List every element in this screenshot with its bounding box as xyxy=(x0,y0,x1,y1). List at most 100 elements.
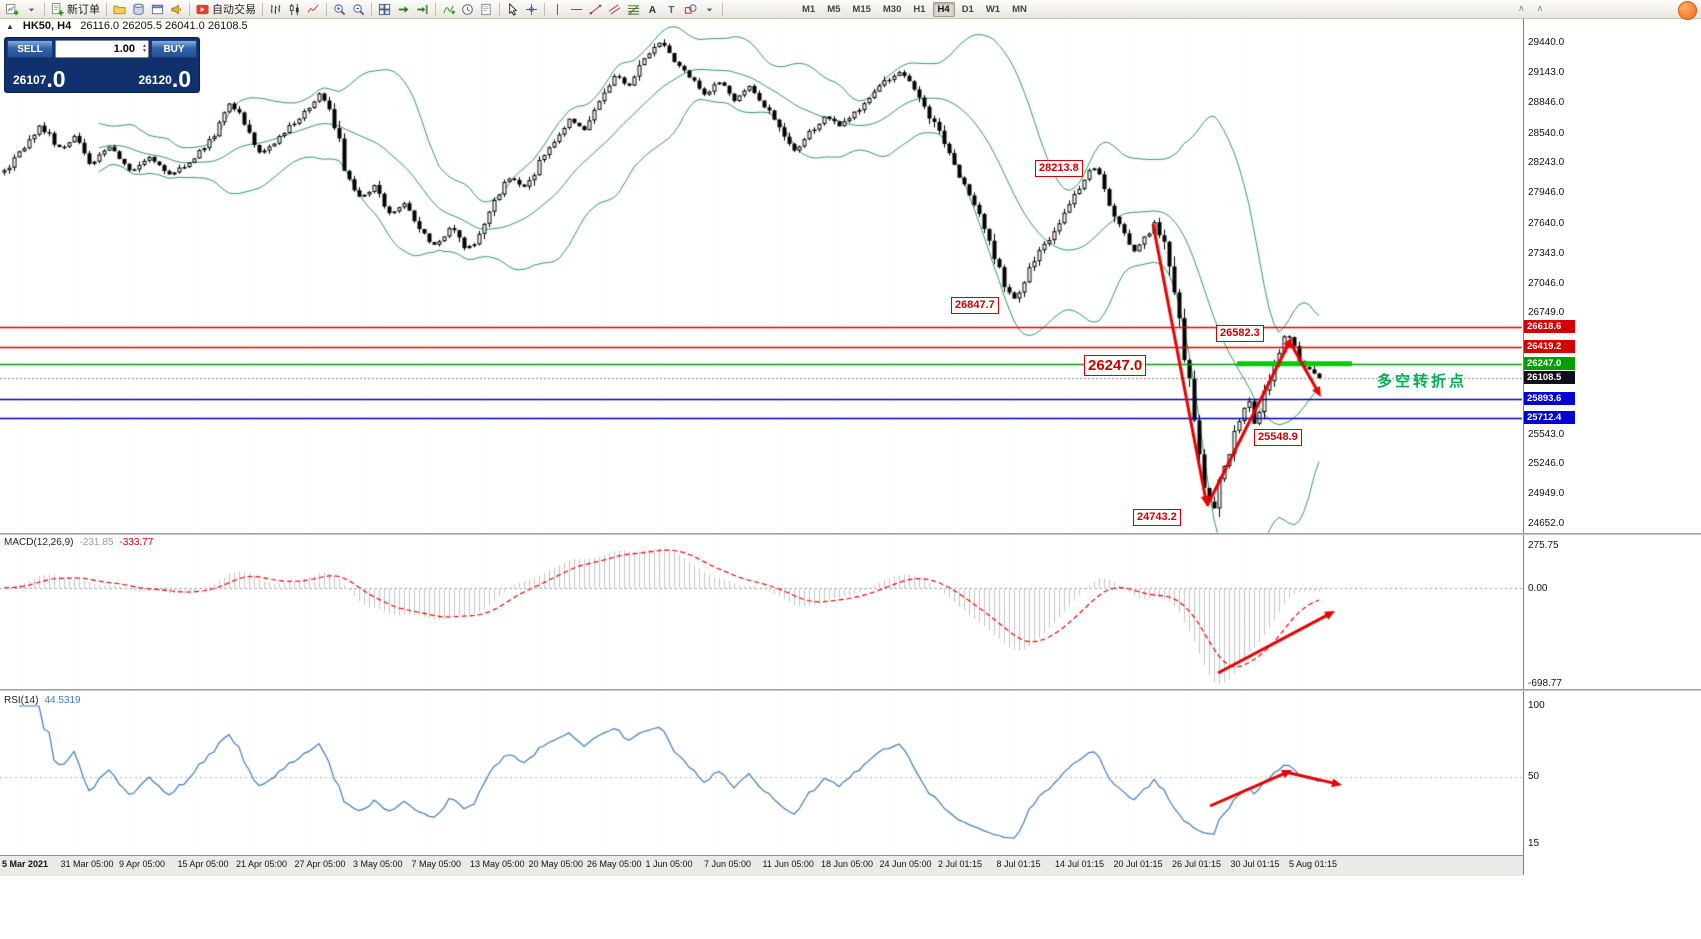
timeframe-m15-button[interactable]: M15 xyxy=(847,2,875,17)
new-chart-button[interactable] xyxy=(3,1,22,17)
time-tick-label: 20 Jul 01:15 xyxy=(1113,859,1163,869)
auto-scroll-button[interactable] xyxy=(394,1,413,17)
price-badge: 25893.6 xyxy=(1524,392,1575,406)
tile-windows-button[interactable] xyxy=(375,1,394,17)
timeframe-mn-button[interactable]: MN xyxy=(1007,2,1032,17)
hline-icon xyxy=(570,3,583,16)
zoom-out-button[interactable] xyxy=(349,1,368,17)
cursor-button[interactable] xyxy=(503,1,522,17)
new-window-button[interactable] xyxy=(148,1,167,17)
caret-down-button[interactable] xyxy=(22,1,41,17)
shapes-button[interactable] xyxy=(681,1,700,17)
price-tick-label: 29143.0 xyxy=(1528,66,1565,78)
line-chart-button[interactable] xyxy=(304,1,323,17)
channel-button[interactable] xyxy=(605,1,624,17)
timeframe-toolbar: M1 M5 M15 M30 H1 H4 D1 W1 MN xyxy=(796,1,1033,17)
caret-down-icon xyxy=(25,3,38,16)
sell-button[interactable]: SELL xyxy=(7,40,53,58)
buy-price: 26120.0 xyxy=(138,66,191,92)
buy-price-big: .0 xyxy=(171,66,191,92)
indicators-button[interactable] xyxy=(439,1,458,17)
buy-price-main: 26120 xyxy=(138,73,172,87)
timeframe-m5-button[interactable]: M5 xyxy=(822,2,845,17)
panel-separator-macd[interactable] xyxy=(0,533,1701,535)
time-tick-label: 20 May 05:00 xyxy=(528,859,584,869)
autotrade-icon xyxy=(196,3,209,16)
toolbar-separator xyxy=(262,2,263,16)
fibonacci-button[interactable] xyxy=(624,1,643,17)
channel-icon xyxy=(608,3,621,16)
price-callout[interactable]: 24743.2 xyxy=(1133,509,1181,526)
notification-bubble[interactable] xyxy=(1678,1,1697,20)
caret-down-icon xyxy=(703,3,716,16)
vline-icon xyxy=(551,3,564,16)
bar-chart-button[interactable] xyxy=(266,1,285,17)
timeframe-h1-button[interactable]: H1 xyxy=(908,2,930,17)
periods-icon xyxy=(461,3,474,16)
buy-button[interactable]: BUY xyxy=(151,40,197,58)
price-tick-label: 24949.0 xyxy=(1528,488,1565,500)
toolbar-separator xyxy=(499,2,500,16)
volume-input[interactable]: 1.00 ▲ ▼ xyxy=(55,40,149,58)
macd-indicator-label: MACD(12,26,9) -231.85 -333.77 xyxy=(4,537,153,548)
stepper-down-icon[interactable]: ▼ xyxy=(142,48,147,54)
timeframe-w1-button[interactable]: W1 xyxy=(981,2,1005,17)
timeframe-h4-button[interactable]: H4 xyxy=(932,1,955,17)
price-scale[interactable]: 29440.0 29143.0 28846.0 28540.0 28243.0 27946… xyxy=(1523,18,1701,875)
sell-price: 26107.0 xyxy=(13,68,66,91)
price-callout[interactable]: 25548.9 xyxy=(1254,429,1302,446)
autotrade-button[interactable]: 自动交易 xyxy=(193,1,259,17)
crosshair-button[interactable] xyxy=(522,1,541,17)
price-tick-label: 25246.0 xyxy=(1528,458,1565,470)
label-button[interactable]: T xyxy=(662,1,681,17)
volume-value: 1.00 xyxy=(113,43,135,55)
macd-signal-value: -333.77 xyxy=(119,537,154,548)
caret-down-button[interactable] xyxy=(700,1,719,17)
alerts-button[interactable] xyxy=(167,1,186,17)
new-order-icon xyxy=(51,2,64,16)
timeframe-m1-button[interactable]: M1 xyxy=(797,2,820,17)
chart-text-annotation[interactable]: 多空转折点 xyxy=(1377,373,1468,390)
text-button[interactable]: A xyxy=(643,1,662,17)
price-tick-label: 28540.0 xyxy=(1528,127,1565,139)
chevron-up-icon[interactable]: ∧ xyxy=(1536,3,1544,13)
time-tick-label: 2 Jul 01:15 xyxy=(938,859,983,869)
toolbar-separator xyxy=(544,2,545,16)
price-callout[interactable]: 26247.0 xyxy=(1084,355,1147,376)
stepper-up-icon[interactable]: ▲ xyxy=(142,43,147,49)
rsi-value: 44.5319 xyxy=(44,695,81,706)
toolbar-separator xyxy=(371,2,372,16)
price-callout[interactable]: 28213.8 xyxy=(1035,160,1083,177)
trendline-button[interactable] xyxy=(586,1,605,17)
price-callout[interactable]: 26582.3 xyxy=(1216,325,1264,342)
one-click-toggle-icon[interactable]: ▲ xyxy=(6,22,14,31)
time-tick-label: 15 Apr 05:00 xyxy=(177,859,229,869)
time-tick-label: 5 Mar 2021 xyxy=(2,859,49,869)
panel-separator-rsi[interactable] xyxy=(0,689,1701,691)
periods-button[interactable] xyxy=(458,1,477,17)
volume-stepper[interactable]: ▲ ▼ xyxy=(142,41,147,57)
time-axis[interactable]: 5 Mar 2021 31 Mar 05:00 9 Apr 05:00 15 Apr … xyxy=(0,855,1523,876)
profiles-button[interactable] xyxy=(110,1,129,17)
toolbar-separator xyxy=(189,2,190,16)
chevron-up-icon[interactable]: ∧ xyxy=(1518,3,1525,13)
auto-scroll-icon xyxy=(397,3,410,16)
new-order-button[interactable]: 新订单 xyxy=(48,1,103,17)
macd-scale-label: 275.75 xyxy=(1528,540,1559,551)
zoom-in-button[interactable] xyxy=(330,1,349,17)
history-button[interactable] xyxy=(129,1,148,17)
time-tick-label: 24 Jun 05:00 xyxy=(879,859,932,869)
time-tick-label: 21 Apr 05:00 xyxy=(236,859,288,869)
candle-chart-button[interactable] xyxy=(285,1,304,17)
timeframe-m30-button[interactable]: M30 xyxy=(878,2,906,17)
price-callout[interactable]: 26847.7 xyxy=(951,297,999,314)
chart-shift-button[interactable] xyxy=(413,1,432,17)
chart-header: ▲ HK50, H4 26116.0 26205.5 26041.0 26108… xyxy=(6,20,248,32)
hline-button[interactable] xyxy=(567,1,586,17)
timeframe-d1-button[interactable]: D1 xyxy=(957,2,979,17)
templates-button[interactable] xyxy=(477,1,496,17)
vline-button[interactable] xyxy=(548,1,567,17)
profiles-icon xyxy=(113,3,126,16)
price-tick-label: 27640.0 xyxy=(1528,217,1565,229)
